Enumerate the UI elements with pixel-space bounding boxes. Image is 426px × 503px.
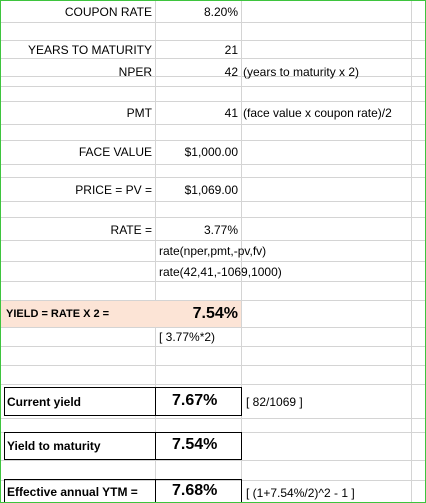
coupon-rate-value[interactable]: 8.20%: [203, 5, 238, 19]
face-value-label: FACE VALUE: [78, 145, 152, 159]
rate-value[interactable]: 3.77%: [203, 223, 238, 237]
rate-formula: rate(nper,pmt,-pv,fv): [159, 244, 267, 258]
pmt-label: PMT: [126, 106, 152, 120]
row-divider: [0, 40, 426, 41]
row-divider: [0, 76, 426, 77]
nper-value[interactable]: 42: [224, 65, 238, 79]
nper-note: (years to maturity x 2): [243, 65, 360, 79]
years-to-maturity-label: YEARS TO MATURITY: [27, 43, 152, 57]
eay-value[interactable]: 7.68%: [172, 482, 218, 499]
column-divider: [241, 0, 242, 503]
eay-label: Effective annual YTM =: [7, 485, 138, 499]
yield-label: YIELD = RATE X 2 =: [6, 308, 110, 320]
row-divider: [0, 480, 426, 481]
row-divider: [0, 58, 426, 59]
current-yield-note: [ 82/1069 ]: [246, 395, 303, 409]
row-divider: [0, 327, 426, 328]
row-divider: [0, 140, 426, 141]
row-divider: [0, 460, 426, 461]
row-divider: [0, 346, 426, 347]
column-divider: [411, 0, 412, 503]
pmt-note: (face value x coupon rate)/2: [243, 106, 392, 120]
row-divider: [0, 124, 426, 125]
ytm-label: Yield to maturity: [7, 439, 101, 453]
row-divider: [0, 177, 426, 178]
row-divider: [0, 101, 426, 102]
row-divider: [0, 418, 426, 419]
current-yield-label: Current yield: [7, 395, 82, 409]
years-to-maturity-value[interactable]: 21: [224, 43, 238, 57]
yield-value[interactable]: 7.54%: [192, 305, 238, 322]
rate-formula-values: rate(42,41,-1069,1000): [159, 265, 282, 279]
row-divider: [0, 164, 426, 165]
row-divider: [0, 217, 426, 218]
row-divider: [0, 201, 426, 202]
ytm-value[interactable]: 7.54%: [172, 436, 218, 453]
face-value-value[interactable]: $1,000.00: [184, 145, 238, 159]
nper-label: NPER: [118, 65, 152, 79]
current-yield-value-box: [155, 387, 242, 416]
yield-highlight: [0, 301, 241, 327]
current-yield-value[interactable]: 7.67%: [172, 392, 218, 409]
row-divider: [0, 240, 426, 241]
rate-label: RATE =: [110, 223, 152, 237]
row-divider: [0, 86, 426, 87]
price-value[interactable]: $1,069.00: [184, 183, 238, 197]
yield-note: [ 3.77%*2): [159, 330, 216, 344]
eay-note: [ (1+7.54%/2)^2 - 1 ]: [246, 486, 355, 500]
ytm-value-box: [155, 432, 242, 460]
row-divider: [0, 261, 426, 262]
pmt-value[interactable]: 41: [224, 106, 238, 120]
row-divider: [0, 22, 426, 23]
row-divider: [0, 384, 426, 385]
row-divider: [0, 281, 426, 282]
column-divider: [155, 0, 156, 503]
coupon-rate-label: COUPON RATE: [64, 5, 152, 19]
row-divider: [0, 365, 426, 366]
price-label: PRICE = PV =: [75, 183, 152, 197]
row-divider: [0, 300, 426, 301]
